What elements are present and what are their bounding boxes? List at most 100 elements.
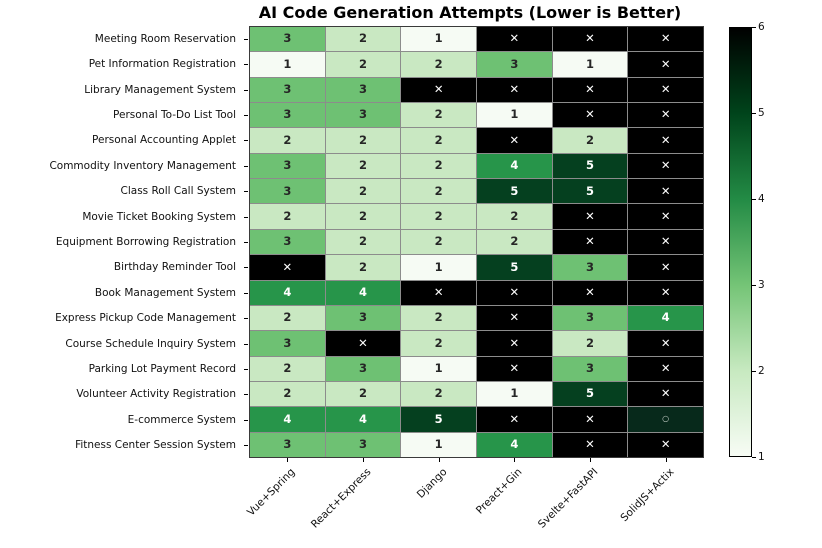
heatmap-cell: 4 [250,280,325,305]
heatmap-cell: 2 [401,381,476,407]
heatmap-cell: 1 [401,27,476,52]
heatmap-cell: ✕ [552,229,628,255]
y-axis-tick [244,344,248,345]
heatmap-cell: 2 [325,381,401,407]
colorbar-tick-label: 5 [758,107,765,119]
heatmap-cell: ✕ [401,77,476,103]
heatmap-cell: ✕ [628,52,703,77]
y-axis-tick [244,445,248,446]
column-label: Preact+Gin [473,466,525,517]
row-label: Pet Information Registration [88,58,236,71]
y-axis-tick [244,369,248,370]
heatmap-cell: 3 [476,52,552,77]
heatmap-cell: ✕ [325,331,401,356]
row-label: Personal To-Do List Tool [113,108,236,121]
row-label: Book Management System [94,286,236,299]
heatmap-cell: ✕ [628,229,703,255]
row-label: Equipment Borrowing Registration [55,235,236,248]
heatmap-cell: 2 [552,331,628,356]
y-axis-tick [244,394,248,395]
heatmap-cell: ✕ [476,407,552,432]
heatmap-cell: 3 [250,77,325,103]
heatmap-cell: 4 [476,432,552,457]
row-label: Class Roll Call System [120,185,236,198]
heatmap-cell: 3 [250,432,325,457]
heatmap-cell: ✕ [476,356,552,381]
heatmap-cell: 5 [476,255,552,280]
heatmap-cell: 2 [401,229,476,255]
heatmap-cell: 3 [552,356,628,381]
x-axis-tick [666,458,667,462]
y-axis-tick [244,267,248,268]
heatmap-cell: 2 [401,305,476,331]
colorbar-tick [752,457,756,458]
row-label: Movie Ticket Booking System [82,210,236,223]
x-axis-tick [363,458,364,462]
colorbar-tick [752,285,756,286]
heatmap-cell: ✕ [552,280,628,305]
heatmap-cell: 2 [325,153,401,179]
column-label: Vue+Spring [244,466,298,519]
heatmap-cell: 3 [250,331,325,356]
heatmap-cell: ✕ [628,204,703,229]
heatmap-cell: ✕ [552,204,628,229]
y-axis-tick [244,191,248,192]
colorbar-tick-label: 3 [758,279,765,291]
column-label: React+Express [308,466,374,531]
colorbar-tick [752,27,756,28]
row-label: Library Management System [84,83,236,96]
row-label: Personal Accounting Applet [92,134,236,147]
y-axis-tick [244,64,248,65]
y-axis-tick [244,420,248,421]
y-axis-tick [244,90,248,91]
heatmap-cell: ✕ [476,128,552,153]
heatmap-cell: ✕ [628,179,703,204]
heatmap-cell: ✕ [552,432,628,457]
heatmap-cell: ✕ [628,280,703,305]
heatmap-cell: ✕ [628,255,703,280]
row-label: Commodity Inventory Management [49,159,236,172]
x-axis-tick [439,458,440,462]
heatmap-cell: ✕ [476,305,552,331]
heatmap-cell: 2 [401,52,476,77]
heatmap-cell: 2 [325,128,401,153]
colorbar-tick [752,199,756,200]
row-label: Volunteer Activity Registration [76,388,236,401]
heatmap-cell: ✕ [628,432,703,457]
heatmap-cell: ✕ [552,27,628,52]
heatmap-cell: 2 [250,381,325,407]
heatmap-cell: 2 [325,229,401,255]
heatmap-cell: 1 [401,432,476,457]
heatmap-cell: 1 [476,103,552,128]
heatmap-cell: 2 [476,229,552,255]
heatmap-cell: 2 [250,128,325,153]
y-axis-tick [244,242,248,243]
heatmap-cell: 3 [250,27,325,52]
heatmap-cell: 2 [401,103,476,128]
y-axis-tick [244,140,248,141]
chart-title: AI Code Generation Attempts (Lower is Be… [258,3,682,22]
heatmap-cell: 3 [250,153,325,179]
row-label: Course Schedule Inquiry System [65,337,236,350]
heatmap-grid: 3 2 1 ✕ ✕ ✕ 1 2 2 3 1 ✕ 3 3 ✕ ✕ ✕ ✕ 3 3 2 1 ✕ ✕ 2 2 2 ✕ 2 ✕ 3 2 2 4 5 ✕ 3 2 2 5… [249,26,704,458]
heatmap-cell: 1 [552,52,628,77]
colorbar-gradient [729,27,752,457]
heatmap-cell: 5 [401,407,476,432]
heatmap-cell: 4 [325,280,401,305]
y-axis-tick [244,293,248,294]
colorbar-tick [752,113,756,114]
heatmap-cell: 5 [552,381,628,407]
column-label: Svelte+FastAPI [535,466,601,531]
heatmap-cell: ✕ [628,128,703,153]
row-label: Birthday Reminder Tool [113,261,236,274]
heatmap-cell: 3 [325,103,401,128]
colorbar-tick-label: 4 [758,193,765,205]
y-axis-tick [244,318,248,319]
heatmap-cell: 2 [325,255,401,280]
heatmap-cell: 3 [552,255,628,280]
heatmap-cell: ✕ [476,27,552,52]
heatmap-cell: 2 [250,204,325,229]
row-label: Fitness Center Session System [75,439,236,452]
heatmap-cell: 5 [476,179,552,204]
heatmap-cell: 4 [250,407,325,432]
